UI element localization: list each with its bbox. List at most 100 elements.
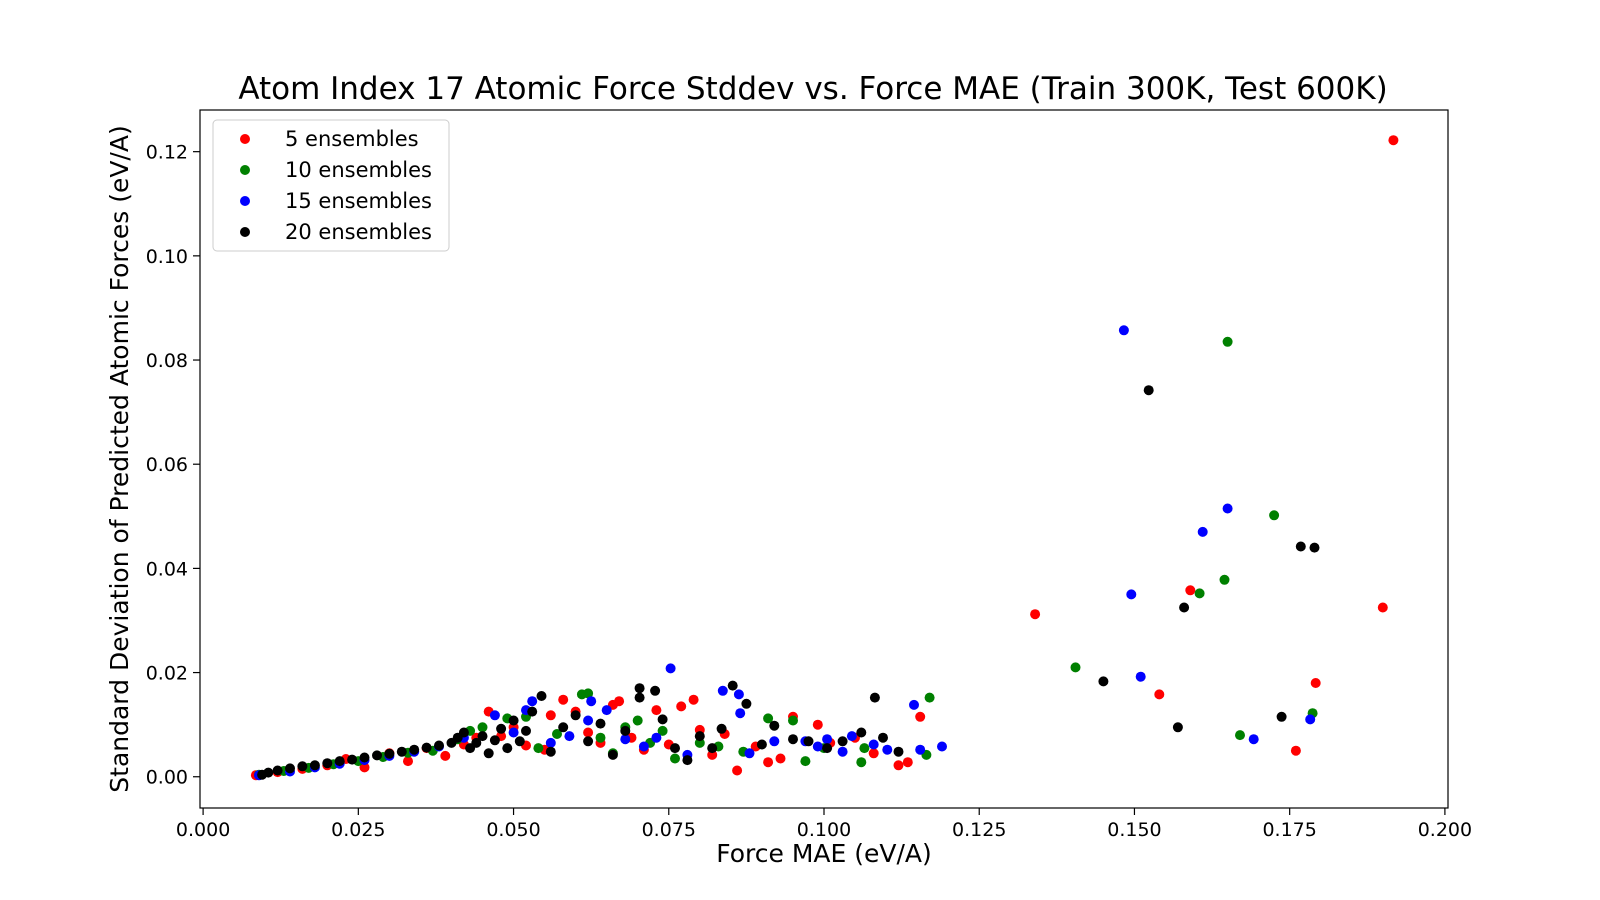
data-point [915,711,926,722]
data-point [634,692,645,703]
data-point [297,761,308,772]
data-point [514,736,525,747]
data-point [869,692,880,703]
data-point [1126,589,1137,600]
data-point [1197,526,1208,537]
data-point [508,715,519,726]
data-point [788,734,798,745]
data-point [837,736,848,747]
data-point [650,685,661,696]
data-point [489,710,500,721]
data-point [595,732,606,743]
data-point [595,718,606,729]
y-tick-label: 0.04 [146,558,188,580]
legend-label: 10 ensembles [285,158,432,182]
data-point [536,691,547,701]
data-point [1388,135,1399,146]
data-point [564,731,575,742]
data-point [632,715,643,726]
x-axis-ticks: 0.000 0.025 0.050 0.075 0.100 0.125 0.150 0.175… [176,808,1472,841]
data-point [545,746,556,757]
legend-label: 20 ensembles [285,220,432,244]
data-point [1194,588,1205,599]
x-tick-label: 0.150 [1107,819,1161,841]
data-point [775,753,786,764]
data-point [496,723,507,734]
data-point [846,731,857,742]
data-point [570,710,581,721]
data-point [822,734,833,745]
data-point [458,727,469,738]
data-point [1098,676,1109,687]
data-point [741,698,752,709]
y-axis-label: Standard Deviation of Predicted Atomic F… [105,125,134,792]
data-point [1248,734,1259,745]
data-point [285,763,295,774]
data-point [1290,745,1301,756]
points-layer [250,135,1399,781]
data-point [263,767,274,778]
data-point [1070,662,1081,673]
x-tick-label: 0.100 [797,819,851,841]
x-tick-label: 0.075 [642,819,696,841]
data-point [545,737,556,748]
data-point [440,750,451,761]
data-point [1377,602,1388,613]
series-4 [257,385,1320,780]
data-point [732,765,743,776]
data-point [527,696,538,707]
data-point [902,757,913,768]
data-point [1269,510,1280,521]
data-point [372,750,382,761]
data-point [744,748,755,759]
series-3 [254,325,1316,781]
data-point [1143,385,1154,396]
data-point [1222,503,1233,514]
data-point [396,746,407,757]
data-point [1310,678,1321,688]
data-point [1154,689,1165,700]
data-point [803,736,814,747]
data-point [657,714,668,725]
data-point [676,701,687,712]
data-point [800,756,811,767]
legend-marker [240,165,250,175]
data-point [272,765,283,776]
legend-label: 15 ensembles [285,189,432,213]
legend-label: 5 ensembles [285,127,419,151]
data-point [620,725,631,736]
data-point [583,736,594,747]
data-point [583,715,594,726]
data-point [1179,602,1190,613]
data-point [716,723,727,734]
data-point [614,696,625,707]
data-point [545,710,556,721]
plot-area [199,109,1449,809]
data-point [502,743,513,754]
data-point [508,727,519,738]
data-point [359,762,370,773]
data-point [763,757,774,768]
data-point [489,735,500,746]
data-point [359,752,370,763]
x-tick-label: 0.175 [1262,819,1316,841]
data-point [822,743,833,754]
x-tick-label: 0.000 [176,819,230,841]
data-point [856,757,867,768]
data-point [735,708,746,719]
data-point [1235,730,1245,741]
data-point [583,727,594,738]
data-point [788,715,798,726]
data-point [682,755,693,766]
y-tick-label: 0.02 [146,663,188,685]
data-point [409,744,420,755]
data-point [859,743,870,754]
data-point [812,719,823,730]
data-point [763,713,774,724]
data-point [638,741,649,752]
legend-marker [240,134,250,144]
data-point [1135,671,1146,682]
y-tick-label: 0.00 [146,767,188,789]
data-point [1030,609,1041,620]
data-point [657,725,668,736]
